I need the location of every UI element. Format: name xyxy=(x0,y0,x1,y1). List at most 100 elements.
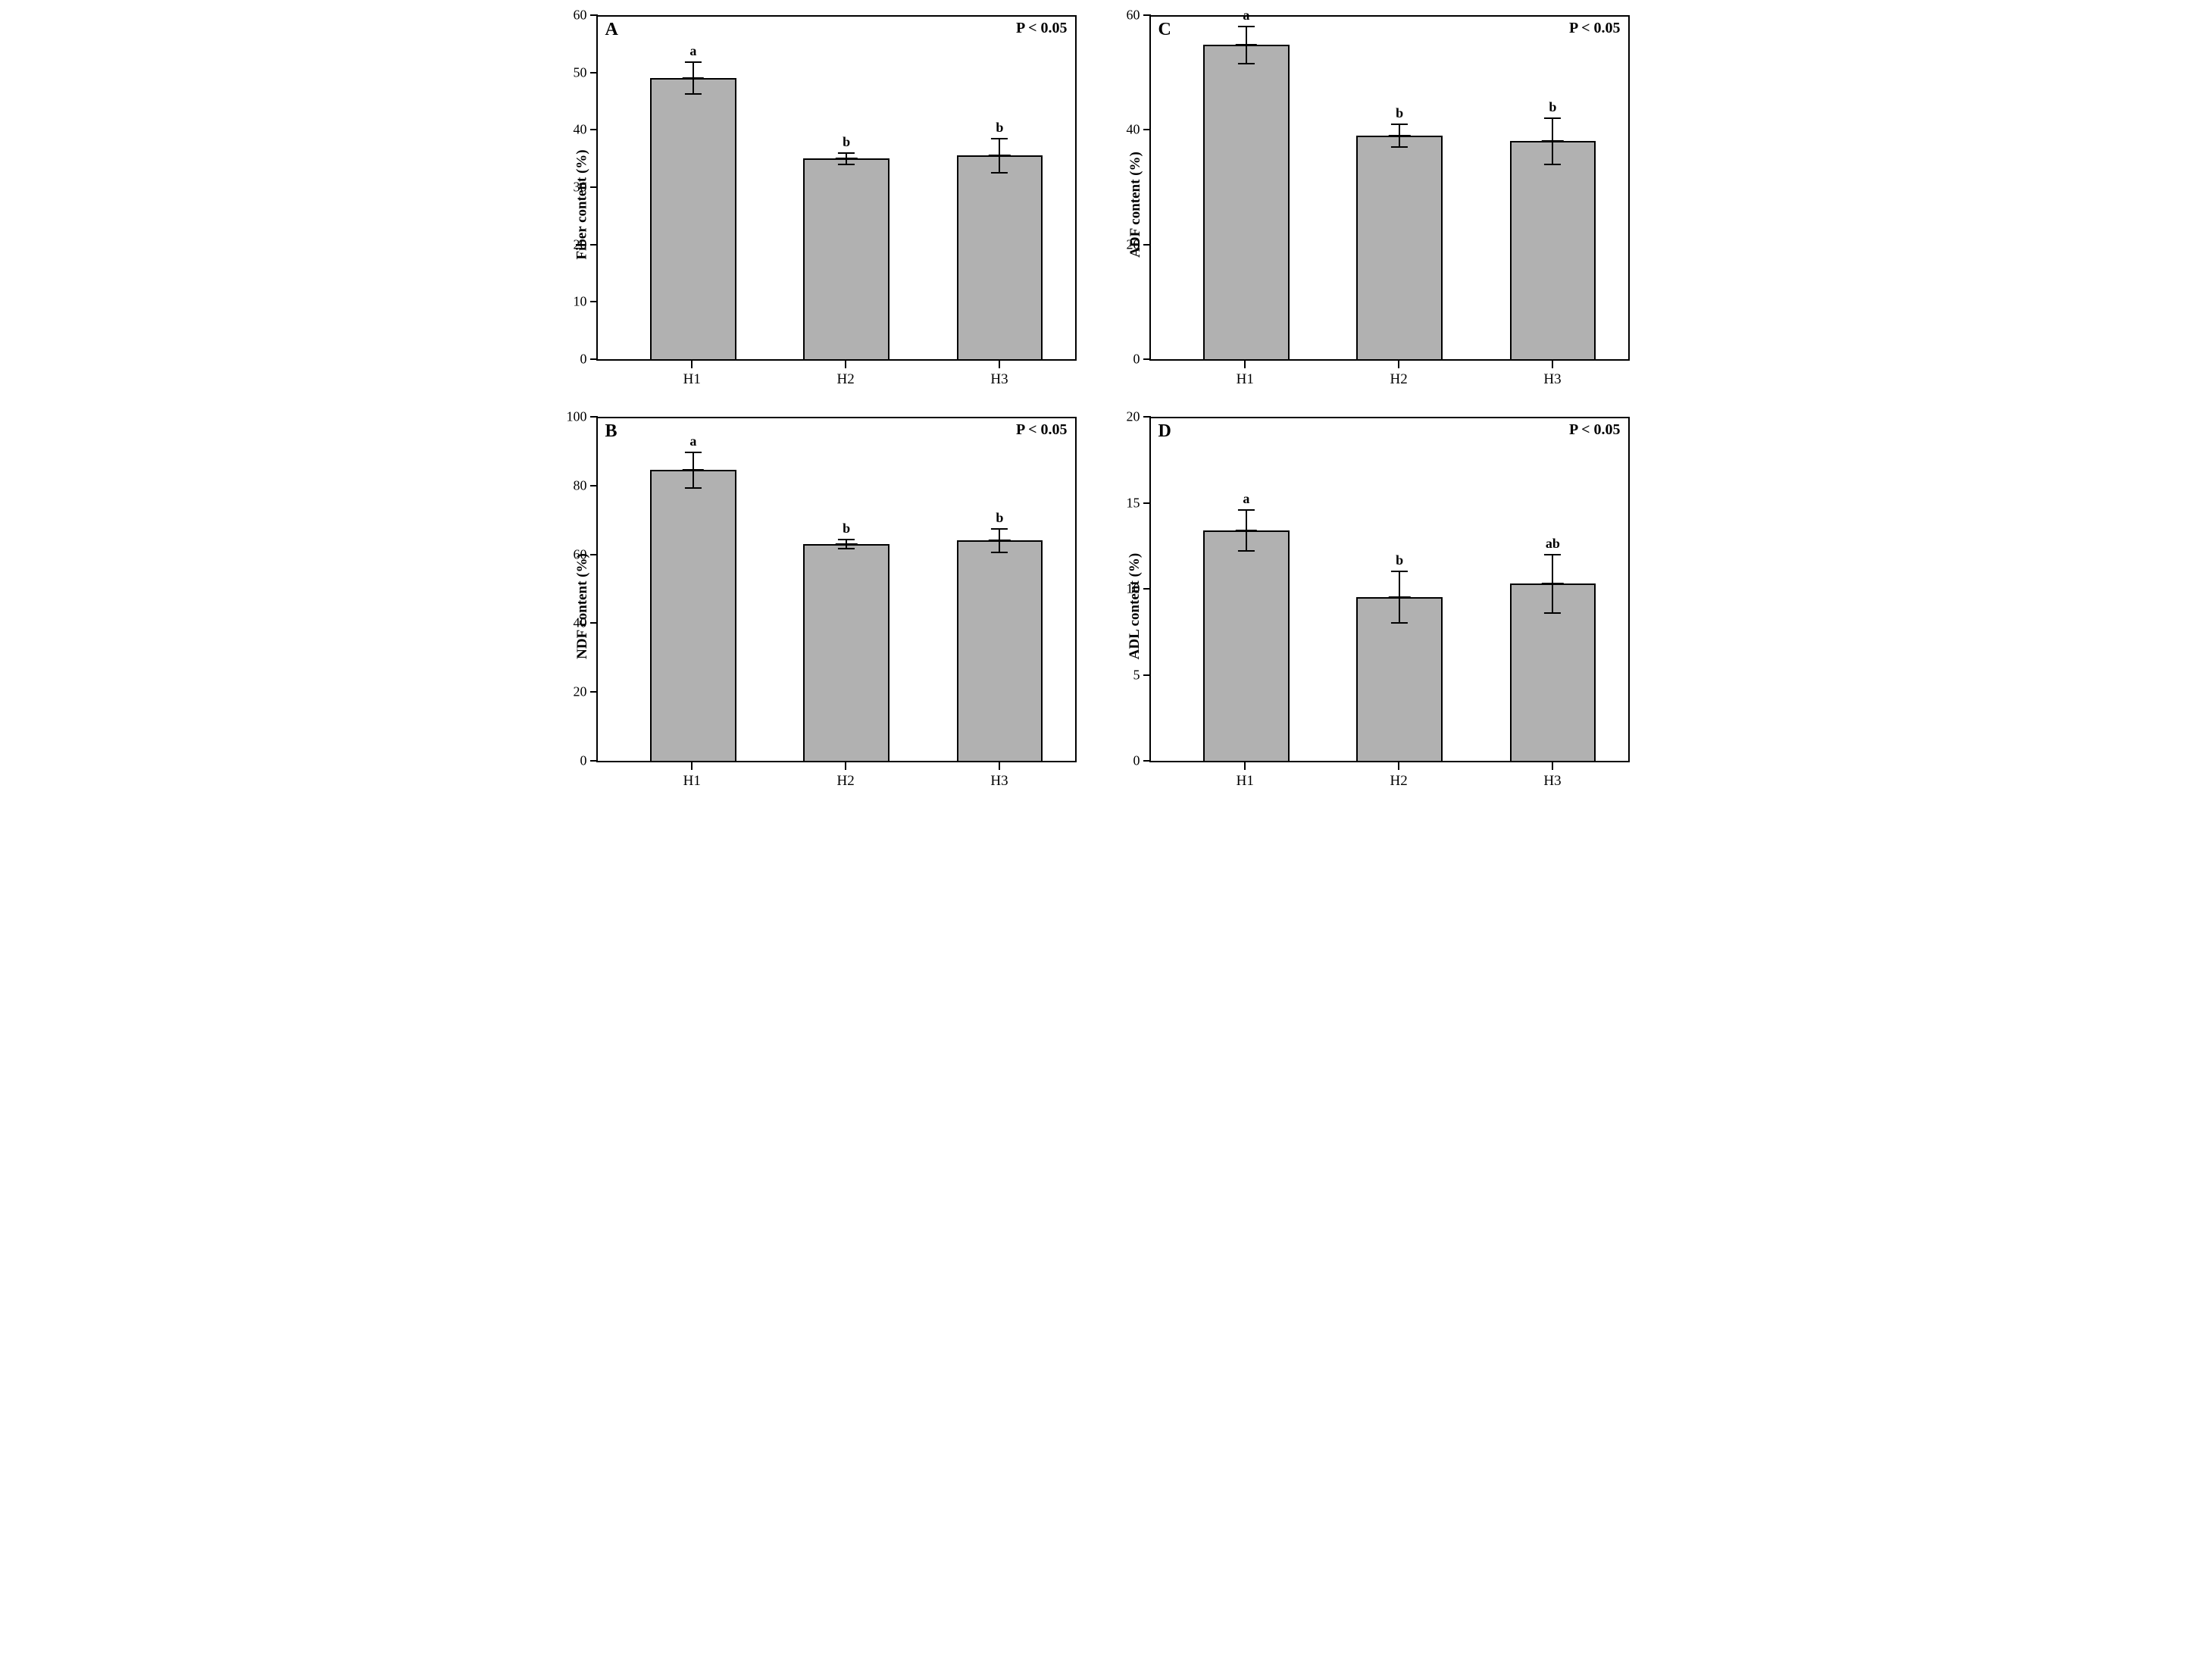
xtick xyxy=(845,762,846,770)
significance-label: b xyxy=(1396,105,1403,121)
errorbar-cap xyxy=(1238,509,1255,511)
ytick-label: 40 xyxy=(1127,122,1151,138)
xtick xyxy=(691,361,693,368)
errorbar-cap xyxy=(1544,164,1561,165)
errorbar-cap xyxy=(1391,622,1408,624)
ytick-label: 60 xyxy=(574,546,598,562)
ytick-label: 20 xyxy=(1127,236,1151,252)
significance-label: a xyxy=(1243,8,1249,23)
xtick xyxy=(999,361,1000,368)
xtick xyxy=(845,361,846,368)
ytick-label: 0 xyxy=(580,352,598,368)
xtick-label: H1 xyxy=(683,371,701,388)
errorbar-cap xyxy=(685,93,702,95)
errorbar-midcap xyxy=(683,469,704,471)
ytick-label: 10 xyxy=(574,294,598,310)
plot-area: 0102030405060AP < 0.05abb xyxy=(596,15,1077,361)
errorbar-midcap xyxy=(1236,44,1257,45)
significance-label: b xyxy=(996,120,1003,136)
errorbar-cap xyxy=(838,539,855,540)
xaxis: H1 H2 H3 xyxy=(1149,361,1630,394)
bars-area: abb xyxy=(598,15,1077,359)
xtick-label: H1 xyxy=(683,773,701,790)
errorbar-cap xyxy=(685,61,702,63)
chart-panel-B: NDF content (%)020406080100BP < 0.05abbH… xyxy=(569,417,1077,796)
ytick-label: 10 xyxy=(1127,581,1151,597)
errorbar-cap xyxy=(1544,612,1561,614)
ytick-label: 15 xyxy=(1127,495,1151,511)
errorbar-cap xyxy=(1544,117,1561,119)
bar xyxy=(957,540,1043,761)
errorbar-cap xyxy=(838,164,855,165)
xtick-label: H3 xyxy=(1543,371,1561,388)
ylabel-wrap: NDF content (%) xyxy=(569,417,596,796)
errorbar-cap xyxy=(1238,26,1255,27)
ytick-label: 40 xyxy=(574,615,598,631)
errorbar-midcap xyxy=(989,155,1010,156)
ytick-label: 100 xyxy=(567,409,598,425)
ytick-label: 0 xyxy=(1133,352,1151,368)
bar xyxy=(1203,45,1290,359)
plot-area: 020406080100BP < 0.05abb xyxy=(596,417,1077,762)
significance-label: b xyxy=(996,510,1003,526)
significance-label: b xyxy=(1396,552,1403,568)
errorbar-cap xyxy=(685,452,702,453)
ytick-label: 30 xyxy=(574,180,598,196)
xtick-label: H2 xyxy=(837,371,855,388)
errorbar-midcap xyxy=(1389,596,1410,598)
ytick-label: 5 xyxy=(1133,667,1151,683)
chart-col: 0204060CP < 0.05abbH1H2H3 xyxy=(1149,15,1630,394)
chart-col: 020406080100BP < 0.05abbH1H2H3 xyxy=(596,417,1077,796)
errorbar-cap xyxy=(685,487,702,489)
xtick xyxy=(1552,361,1553,368)
errorbar-cap xyxy=(1544,554,1561,555)
errorbar-cap xyxy=(838,152,855,154)
errorbar-cap xyxy=(1391,124,1408,125)
xaxis: H1H2H3 xyxy=(596,762,1077,796)
ytick-label: 60 xyxy=(574,8,598,23)
significance-label: b xyxy=(843,521,850,537)
bar xyxy=(803,544,890,761)
significance-label: a xyxy=(689,433,696,449)
errorbar-midcap xyxy=(1389,135,1410,136)
xtick-label: H2 xyxy=(1390,371,1408,388)
bars-area: abab xyxy=(1151,417,1630,761)
xtick xyxy=(1398,361,1399,368)
errorbar-cap xyxy=(991,172,1008,174)
errorbar-midcap xyxy=(836,543,857,545)
errorbar-cap xyxy=(991,552,1008,553)
errorbar-cap xyxy=(991,138,1008,139)
ytick-label: 80 xyxy=(574,477,598,493)
significance-label: b xyxy=(1549,99,1556,115)
ylabel: ADL content (%) xyxy=(1127,553,1144,659)
errorbar-cap xyxy=(1391,571,1408,572)
errorbar-midcap xyxy=(1542,583,1563,584)
ytick-label: 60 xyxy=(1127,8,1151,23)
xaxis: H1H2H3 xyxy=(596,361,1077,394)
ytick-label: 20 xyxy=(1127,409,1151,425)
xtick-label: H3 xyxy=(990,773,1008,790)
bars-area: a b b xyxy=(598,417,1077,761)
significance-label: ab xyxy=(1546,536,1560,552)
significance-label: a xyxy=(1243,491,1249,507)
ytick-label: 40 xyxy=(574,122,598,138)
bar xyxy=(957,155,1043,359)
ytick-label: 0 xyxy=(580,753,598,769)
ylabel-wrap: ADF content (%) xyxy=(1122,15,1149,394)
plot-area: 05101520DP < 0.05abab xyxy=(1149,417,1630,762)
chart-panel-C: ADF content (%)0204060CP < 0.05abbH1H2H3 xyxy=(1122,15,1630,394)
bar xyxy=(1203,530,1290,761)
xtick-label: H1 xyxy=(1237,371,1254,388)
bar xyxy=(1356,136,1443,359)
ytick-label: 20 xyxy=(574,684,598,700)
errorbar-midcap xyxy=(683,77,704,79)
bar xyxy=(803,158,890,359)
bar xyxy=(1510,141,1596,359)
ytick-label: 20 xyxy=(574,236,598,252)
xaxis: H1H2H3 xyxy=(1149,762,1630,796)
bar xyxy=(650,78,736,359)
ytick-label: 0 xyxy=(1133,753,1151,769)
errorbar-cap xyxy=(1238,550,1255,552)
xtick-label: H3 xyxy=(1543,773,1561,790)
figure-grid: Fiber content (%)0102030405060AP < 0.05a… xyxy=(569,15,1630,796)
